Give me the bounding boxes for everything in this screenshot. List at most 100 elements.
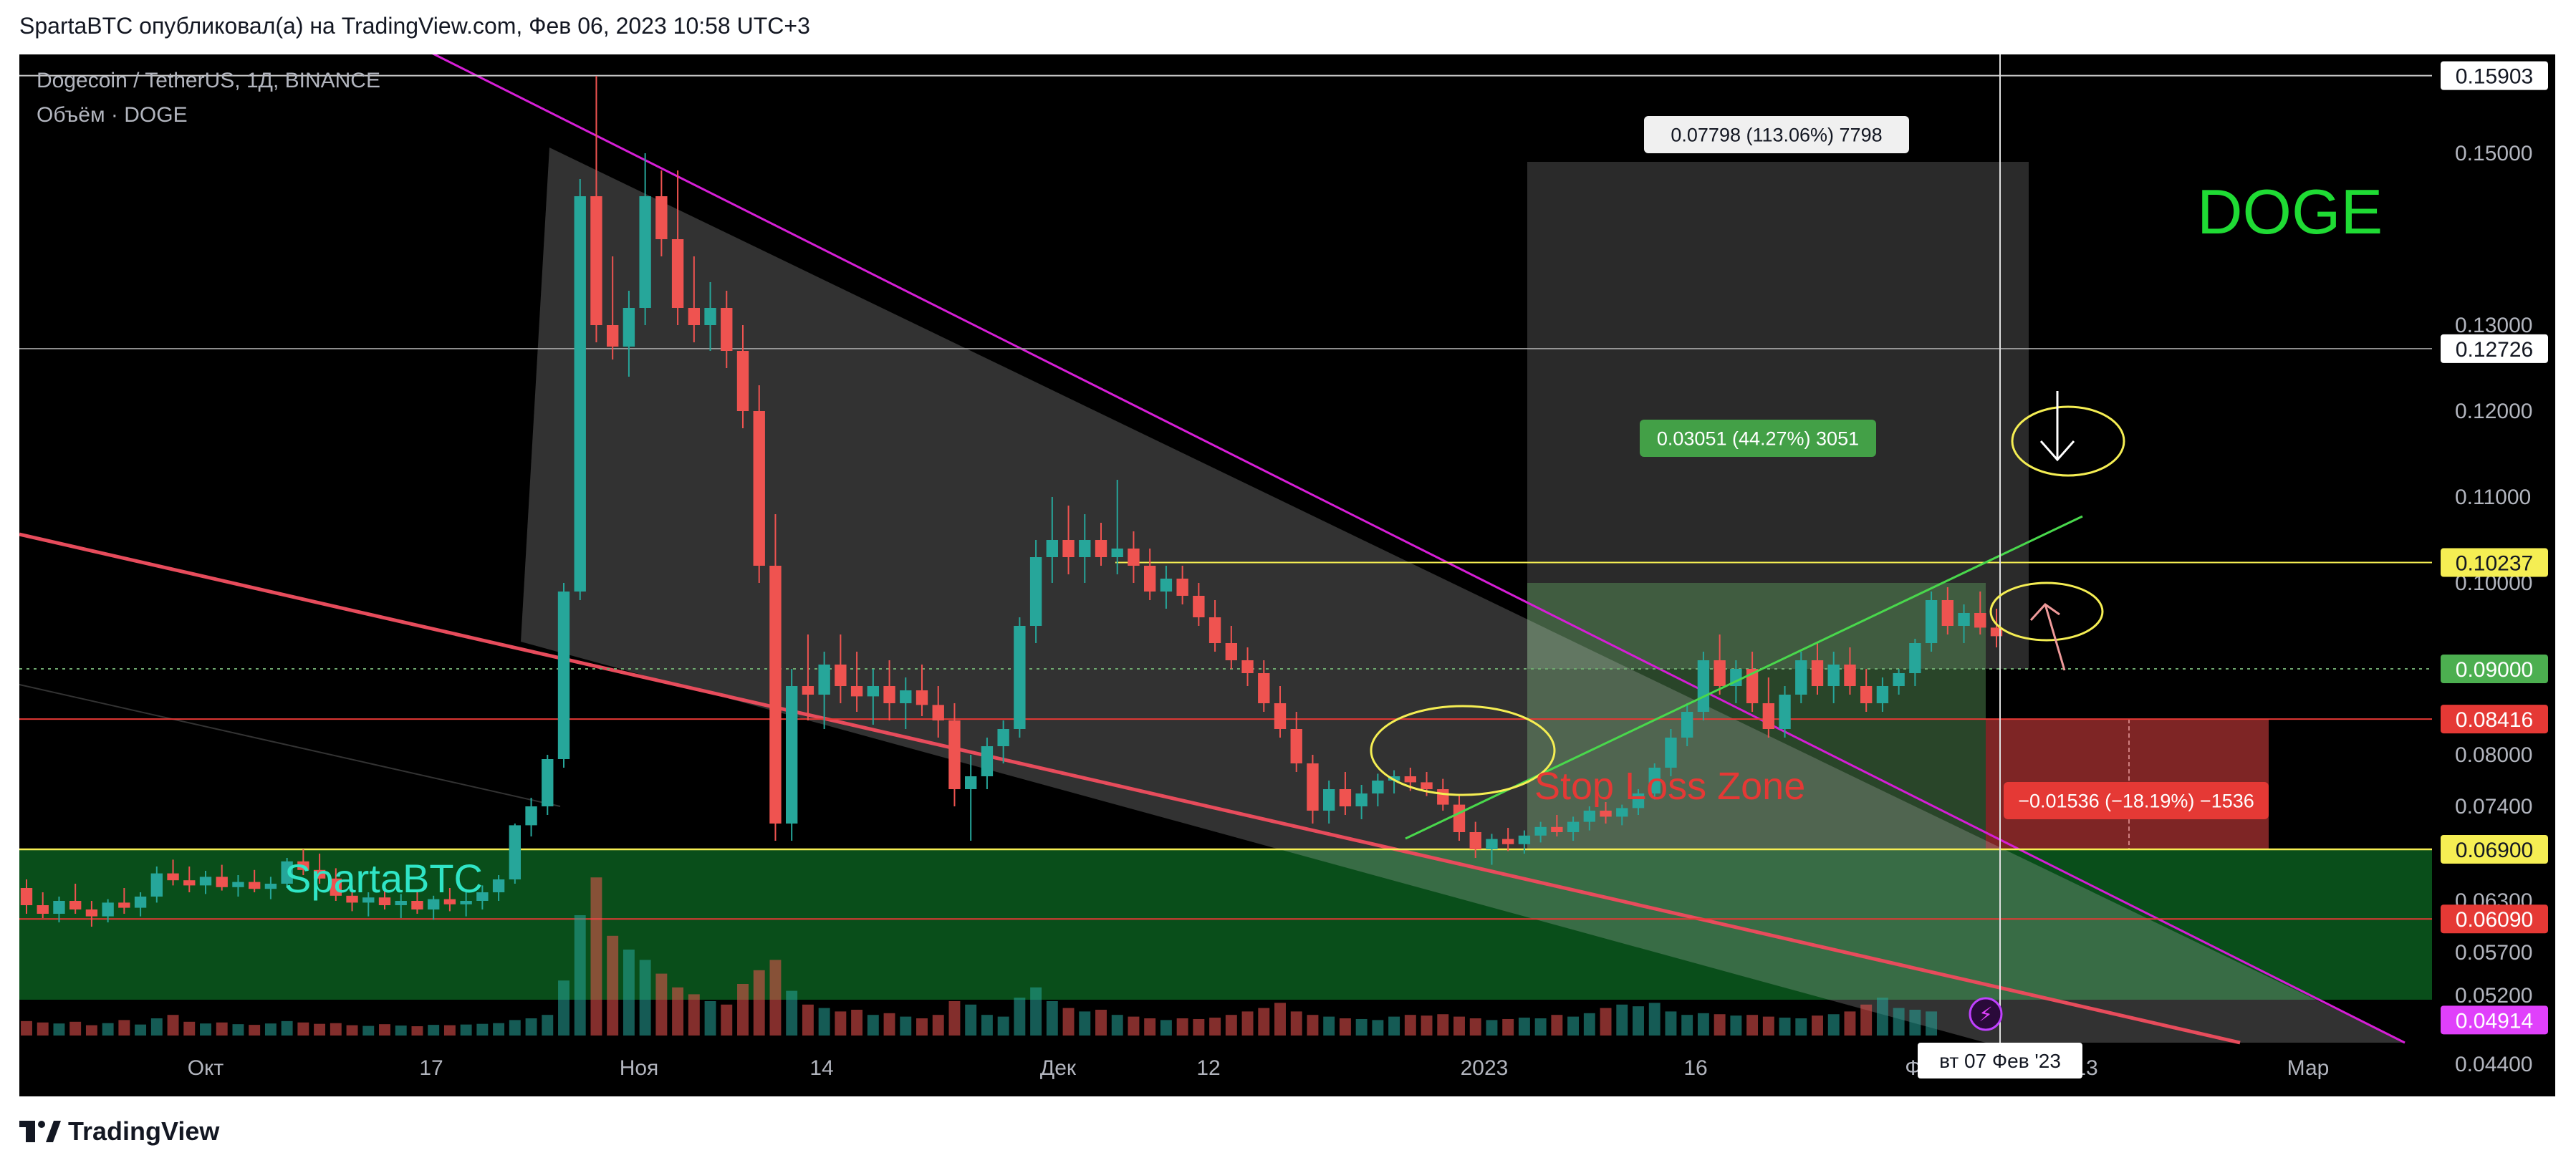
price-tag[interactable]	[2441, 904, 2548, 934]
volume-bar	[53, 1023, 65, 1036]
price-tag[interactable]	[2441, 835, 2548, 864]
candle-body	[1486, 839, 1498, 849]
candle-body	[867, 686, 879, 697]
volume-bar	[460, 1024, 472, 1036]
candle-body	[753, 411, 765, 566]
wedge-lower-line	[19, 532, 2241, 1045]
candle-body	[1697, 660, 1710, 712]
lightning-icon[interactable]: ⚡	[1979, 1003, 1993, 1025]
volume-bar	[1633, 1006, 1644, 1036]
candle-body	[1974, 613, 1986, 628]
candle-body	[786, 686, 798, 824]
candle-body	[607, 325, 619, 347]
candle-body	[688, 308, 700, 325]
candle-body	[818, 665, 830, 695]
volume-bar	[1014, 998, 1026, 1036]
candle-body	[492, 879, 505, 892]
volume-bar	[1404, 1015, 1416, 1036]
time-tick: Дек	[1040, 1056, 1077, 1080]
volume-bar	[493, 1023, 505, 1036]
volume-bar	[1779, 1018, 1791, 1036]
candle-body	[1811, 660, 1824, 686]
candle-body	[1339, 789, 1352, 806]
price-tag[interactable]	[2441, 705, 2548, 734]
author-label: SpartaBTC	[284, 856, 483, 901]
candle-body	[1323, 789, 1335, 811]
price-tag[interactable]	[2441, 61, 2548, 90]
volume-bar	[932, 1015, 944, 1036]
volume-bar	[1486, 1020, 1498, 1036]
volume-bar	[1062, 1008, 1075, 1036]
price-tag-text: 0.04914	[2456, 1009, 2533, 1033]
candle-body	[264, 884, 277, 889]
volume-bar	[346, 1025, 358, 1036]
volume-bar	[688, 994, 700, 1036]
volume-bar	[476, 1023, 489, 1036]
alert-circle-icon[interactable]	[1969, 997, 2003, 1031]
candle-body	[932, 705, 944, 720]
candle-body	[1746, 669, 1759, 703]
volume-bar	[802, 1004, 814, 1036]
price-chart[interactable]: ⚡ DOGE SpartaBTC Stop Loss Zone Dogecoin / T…	[19, 54, 2555, 1096]
target-box	[1527, 162, 2029, 669]
volume-bar	[1746, 1015, 1759, 1036]
volume-bar	[1648, 1003, 1661, 1036]
time-tick: 17	[419, 1056, 443, 1080]
candle-body	[948, 720, 961, 789]
volume-bar	[1909, 1010, 1921, 1036]
volume-bar	[264, 1023, 277, 1036]
volume-bar	[1079, 1011, 1091, 1036]
volume-bar	[1095, 1010, 1107, 1036]
tradingview-logo-icon	[19, 1121, 61, 1142]
candle-body	[1827, 665, 1840, 686]
volume-title: Объём · DOGE	[37, 103, 188, 127]
volume-bar	[1144, 1018, 1156, 1036]
price-tick: 0.13000	[2455, 314, 2532, 337]
candle-body	[1274, 703, 1287, 729]
price-tag[interactable]	[2441, 334, 2548, 363]
volume-bar	[818, 1008, 830, 1036]
volume-bar	[1534, 1018, 1547, 1036]
candle-body	[313, 869, 326, 879]
candle-body	[411, 901, 423, 909]
candle-body	[1062, 540, 1075, 557]
candle-body	[1388, 776, 1400, 781]
volume-bar	[1551, 1015, 1563, 1036]
volume-bar	[1827, 1014, 1840, 1036]
tradingview-brand[interactable]: TradingView	[19, 1116, 220, 1146]
candle-body	[1355, 793, 1368, 806]
volume-bar	[1926, 1011, 1938, 1036]
volume-bar	[655, 973, 668, 1036]
price-tag[interactable]	[2441, 548, 2548, 577]
chart-panel[interactable]: ⚡ DOGE SpartaBTC Stop Loss Zone Dogecoin / T…	[19, 54, 2555, 1096]
candle-body	[476, 892, 489, 901]
candle-body	[1258, 673, 1270, 703]
time-tick: 14	[809, 1056, 833, 1080]
volume-bar	[428, 1025, 440, 1036]
price-tag-text: 0.15903	[2456, 65, 2533, 89]
candle-body	[557, 592, 570, 759]
candle-body	[1029, 557, 1042, 626]
volume-bar	[1893, 1008, 1905, 1036]
volume-bar	[330, 1023, 342, 1036]
publish-header: SpartaBTC опубликовал(а) на TradingView.…	[19, 13, 810, 39]
price-tag[interactable]	[2441, 655, 2548, 683]
candle-body	[1372, 781, 1384, 793]
candle-body	[655, 196, 668, 239]
measure-tooltip-text: 0.07798 (113.06%) 7798	[1671, 124, 1882, 145]
volume-bar	[1046, 1001, 1058, 1036]
price-tag[interactable]	[2441, 1005, 2548, 1035]
candle-body	[1144, 566, 1156, 592]
price-tick: 0.07400	[2455, 795, 2532, 819]
price-tick: 0.15000	[2455, 142, 2532, 165]
candle-body	[1241, 660, 1254, 673]
candle-body	[1958, 613, 1970, 626]
volume-bar	[1030, 987, 1042, 1036]
volume-bar	[1730, 1015, 1742, 1036]
time-tick: 12	[1196, 1056, 1220, 1080]
volume-bar	[395, 1025, 407, 1036]
volume-bar	[443, 1025, 456, 1036]
candle-body	[37, 905, 49, 914]
volume-bar	[167, 1015, 179, 1036]
tradingview-wordmark: TradingView	[68, 1116, 220, 1146]
